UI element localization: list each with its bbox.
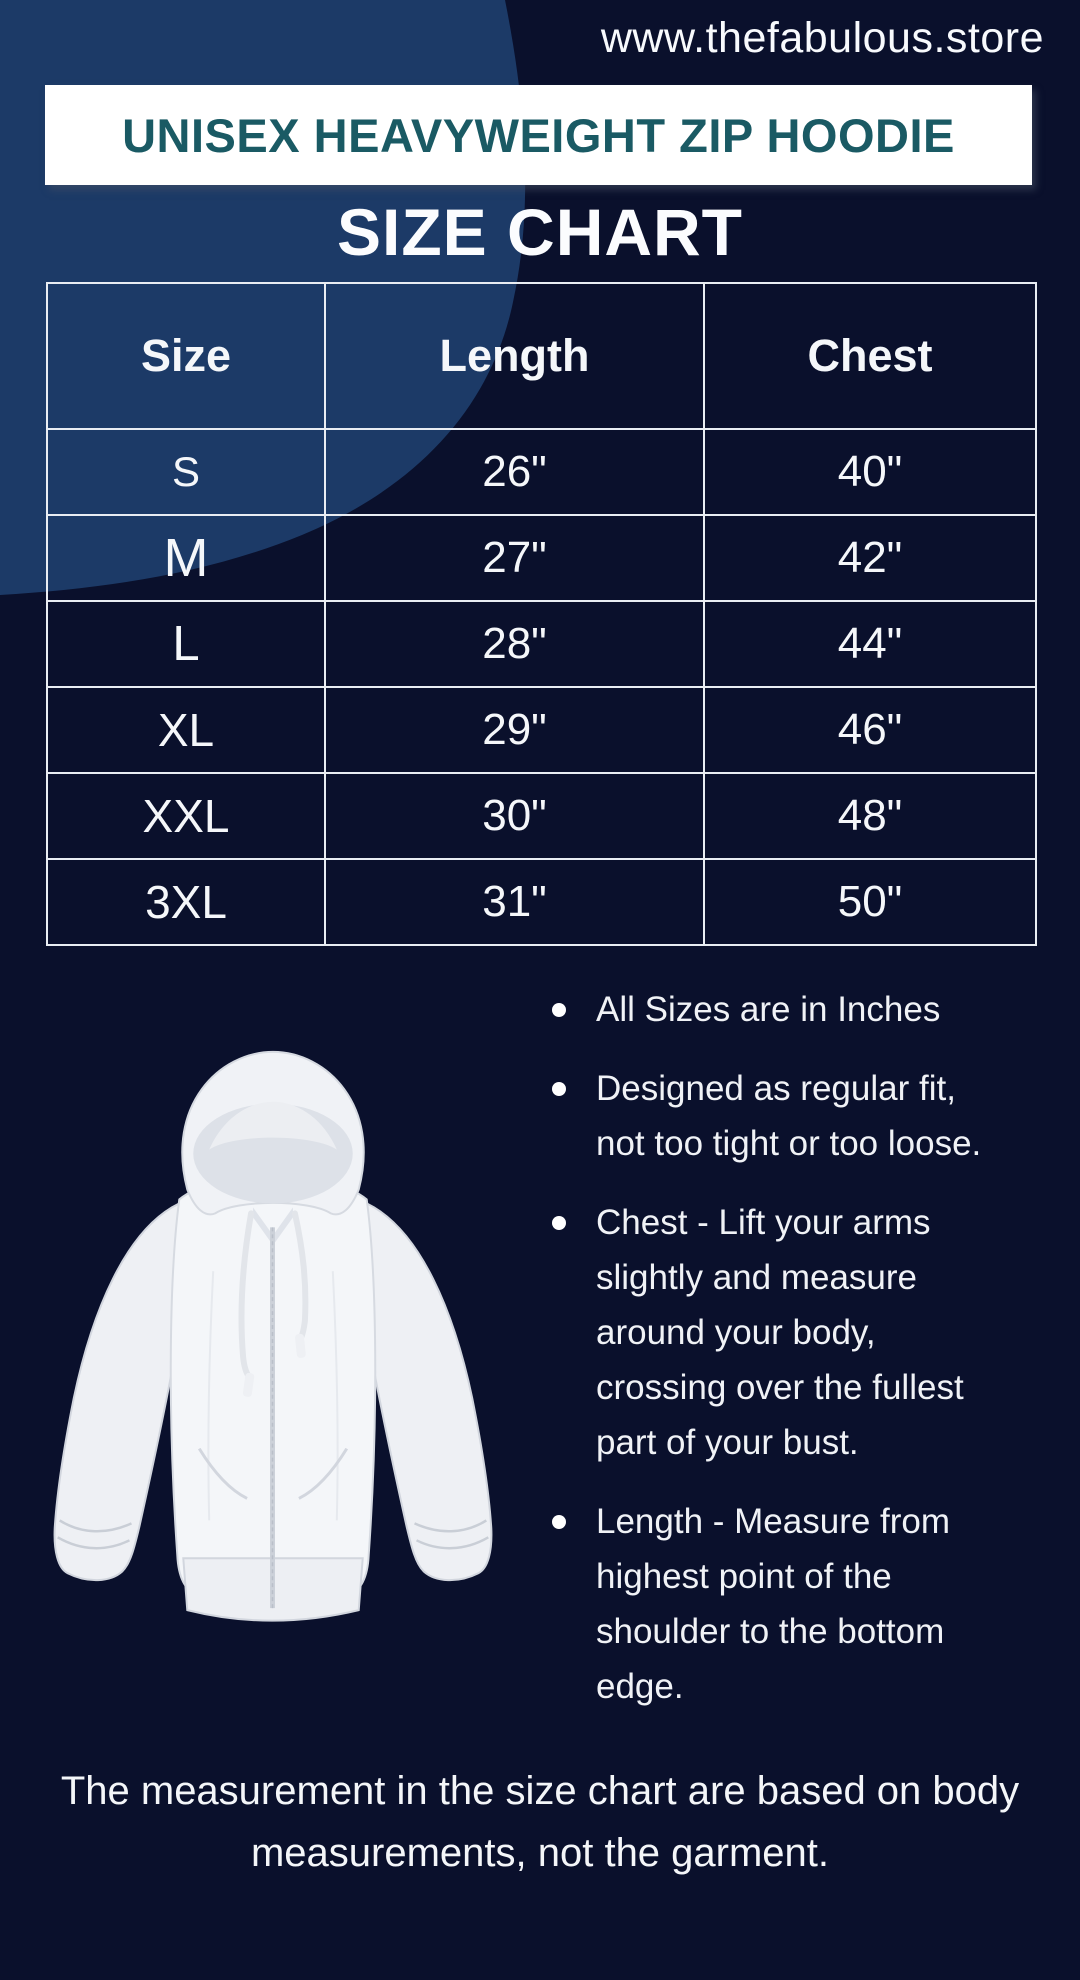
note-line: Chest - Lift your arms [596,1203,931,1242]
note-line: slightly and measure [596,1258,917,1297]
note-line: around your body, [596,1313,876,1352]
column-header-chest: Chest [703,282,1037,430]
note-line: Designed as regular fit, [596,1069,956,1108]
cell-size: XL [46,686,326,774]
note-item-fit: Designed as regular fit, not too tight o… [548,1061,1080,1171]
cell-chest: 44" [703,600,1037,688]
column-header-length: Length [324,282,705,430]
note-item-length-measure: Length - Measure from highest point of t… [548,1494,1080,1714]
cell-size: XXL [46,772,326,860]
note-line: highest point of the [596,1557,892,1596]
cell-chest: 46" [703,686,1037,774]
cell-length: 30" [324,772,705,860]
website-url: www.thefabulous.store [600,14,1044,62]
cell-size: S [46,428,326,516]
disclaimer-line: The measurement in the size chart are ba… [60,1769,1020,1813]
size-chart-table: Size Length Chest S 26" 40" M 27" 42" L … [46,282,1037,946]
cell-length: 26" [324,428,705,516]
cell-length: 28" [324,600,705,688]
cell-chest: 50" [703,858,1037,946]
table-header-row: Size Length Chest [46,282,1037,430]
note-line: crossing over the fullest [596,1368,964,1407]
note-line: shoulder to the bottom [596,1612,945,1651]
note-line: not too tight or too loose. [596,1124,982,1163]
column-header-size: Size [46,282,326,430]
note-line: part of your bust. [596,1423,859,1462]
cell-size: 3XL [46,858,326,946]
cell-size: L [46,600,326,688]
cell-chest: 42" [703,514,1037,602]
table-row: 3XL 31" 50" [46,858,1037,946]
cell-chest: 40" [703,428,1037,516]
disclaimer-line: measurements, not the garment. [250,1831,830,1875]
measurement-disclaimer: The measurement in the size chart are ba… [0,1760,1080,1884]
hoodie-product-image [53,1050,493,1622]
note-item-chest-measure: Chest - Lift your arms slightly and meas… [548,1195,1080,1470]
note-line: Length - Measure from [596,1502,951,1541]
table-row: M 27" 42" [46,514,1037,602]
note-line: edge. [596,1667,684,1706]
measurement-notes-list: All Sizes are in Inches Designed as regu… [548,982,1080,1738]
product-title: UNISEX HEAVYWEIGHT ZIP HOODIE [122,108,955,162]
page-title: SIZE CHART [337,195,743,269]
cell-length: 29" [324,686,705,774]
table-row: L 28" 44" [46,600,1037,688]
cell-size: M [46,514,326,602]
table-row: XXL 30" 48" [46,772,1037,860]
product-title-banner: UNISEX HEAVYWEIGHT ZIP HOODIE [45,85,1032,185]
note-item-sizes-unit: All Sizes are in Inches [548,982,1080,1037]
cell-length: 31" [324,858,705,946]
table-row: XL 29" 46" [46,686,1037,774]
table-row: S 26" 40" [46,428,1037,516]
note-line: All Sizes are in Inches [596,990,941,1029]
cell-chest: 48" [703,772,1037,860]
cell-length: 27" [324,514,705,602]
